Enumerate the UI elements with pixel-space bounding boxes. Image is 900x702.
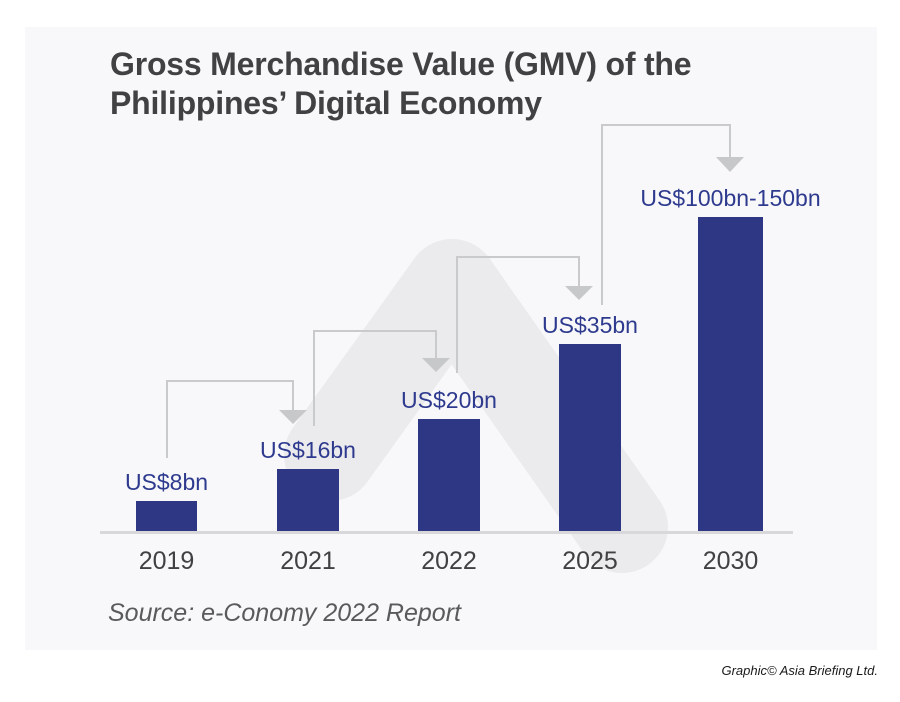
arrowhead-down-icon [565, 286, 593, 300]
graphic-credit: Graphic© Asia Briefing Ltd. [721, 663, 878, 678]
value-label-2030: US$100bn-150bn [640, 185, 821, 211]
chart-title-line2: Philippines’ Digital Economy [110, 85, 542, 121]
value-label-2025: US$35bn [542, 312, 638, 338]
bar-2021 [277, 469, 339, 533]
x-tick-2030: 2030 [702, 547, 759, 575]
x-axis-line [100, 531, 793, 534]
connector-arrow-2021-2022 [313, 330, 450, 426]
chart-title: Gross Merchandise Value (GMV) of the Phi… [110, 45, 810, 123]
connector-arrow-2025-2030 [601, 124, 744, 305]
bar-2030 [698, 217, 763, 533]
x-tick-2022: 2022 [421, 547, 477, 575]
chart-panel: Gross Merchandise Value (GMV) of the Phi… [25, 27, 877, 650]
arrowhead-down-icon [716, 157, 744, 172]
bar-2022 [418, 419, 480, 533]
value-label-2019: US$8bn [124, 469, 209, 495]
connector-arrow-2022-2025 [456, 256, 593, 373]
x-tick-2019: 2019 [138, 547, 195, 575]
x-tick-2021: 2021 [280, 547, 336, 575]
chart-title-line1: Gross Merchandise Value (GMV) of the [110, 46, 692, 82]
value-label-2022: US$20bn [401, 387, 497, 413]
connector-arrow-2019-2021 [166, 380, 307, 458]
value-label-2021: US$16bn [260, 437, 356, 463]
arrowhead-down-icon [279, 410, 307, 424]
bar-2025 [559, 344, 621, 533]
bar-2019 [136, 501, 197, 533]
x-tick-2025: 2025 [562, 547, 618, 575]
arrowhead-down-icon [422, 358, 450, 372]
source-note: Source: e-Conomy 2022 Report [108, 599, 461, 627]
